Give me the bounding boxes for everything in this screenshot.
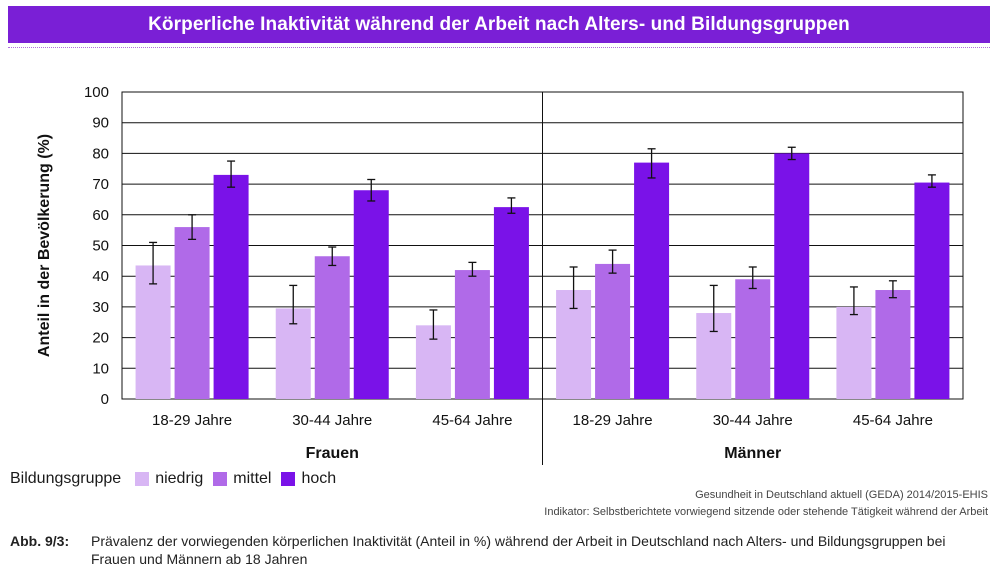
bar-frauen-45-64-jahre-hoch xyxy=(493,207,529,399)
x-tick-label: 30-44 Jahre xyxy=(292,412,372,429)
y-tick-label-90: 90 xyxy=(92,115,109,132)
legend-label-mittel: mittel xyxy=(233,470,272,487)
group-label-männer: Männer xyxy=(724,445,781,462)
source-line-2: Indikator: Selbstberichtete vorwiegend s… xyxy=(544,506,988,518)
bar-chart: 0 10 20 30 40 50 60 70 80 90 100 Anteil in der Bevö… xyxy=(36,84,964,465)
y-axis-title: Anteil in der Bevölkerung (%) xyxy=(36,134,53,357)
legend-label-niedrig: niedrig xyxy=(155,470,204,487)
y-tick-label-20: 20 xyxy=(92,330,109,347)
bar-männer-45-64-jahre-niedrig xyxy=(836,306,872,399)
y-tick-label-10: 10 xyxy=(92,360,109,377)
bar-frauen-30-44-jahre-hoch xyxy=(353,190,389,399)
group-label-frauen: Frauen xyxy=(306,445,359,462)
title-divider xyxy=(8,47,990,48)
y-tick-label-70: 70 xyxy=(92,176,109,193)
bar-frauen-18-29-jahre-hoch xyxy=(213,174,249,399)
bar-männer-45-64-jahre-mittel xyxy=(875,290,911,399)
x-tick-label: 30-44 Jahre xyxy=(713,412,793,429)
legend-title: Bildungsgruppe xyxy=(10,470,122,487)
bar-männer-30-44-jahre-hoch xyxy=(774,153,810,399)
legend-swatch-hoch xyxy=(281,472,296,486)
caption-label: Abb. 9/3: xyxy=(10,533,70,549)
y-tick-label-30: 30 xyxy=(92,299,109,316)
legend-item-niedrig: niedrig xyxy=(135,470,203,488)
y-tick-label-50: 50 xyxy=(92,238,109,255)
bar-männer-30-44-jahre-mittel xyxy=(735,279,771,399)
bar-frauen-18-29-jahre-mittel xyxy=(174,227,210,399)
legend: Bildungsgruppe niedrig mittel hoch xyxy=(10,470,346,488)
title-bar: Körperliche Inaktivität während der Arbe… xyxy=(8,6,990,43)
bar-männer-18-29-jahre-mittel xyxy=(595,263,631,399)
bar-frauen-45-64-jahre-mittel xyxy=(454,270,490,399)
chart-title: Körperliche Inaktivität während der Arbe… xyxy=(148,13,850,35)
source-line-1: Gesundheit in Deutschland aktuell (GEDA)… xyxy=(695,489,988,501)
x-tick-label: 18-29 Jahre xyxy=(573,412,653,429)
x-tick-label: 45-64 Jahre xyxy=(853,412,933,429)
x-tick-label: 45-64 Jahre xyxy=(432,412,512,429)
legend-item-mittel: mittel xyxy=(213,470,271,488)
legend-swatch-niedrig xyxy=(135,472,150,486)
caption-text: Prävalenz der vorwiegenden körperlichen … xyxy=(91,533,946,567)
legend-swatch-mittel xyxy=(213,472,228,486)
x-tick-label: 18-29 Jahre xyxy=(152,412,232,429)
bar-frauen-18-29-jahre-niedrig xyxy=(135,265,171,399)
y-tick-label-60: 60 xyxy=(92,207,109,224)
y-tick-label-0: 0 xyxy=(101,391,109,408)
legend-item-hoch: hoch xyxy=(281,470,336,488)
source-note: Gesundheit in Deutschland aktuell (GEDA)… xyxy=(544,487,988,521)
bar-männer-18-29-jahre-hoch xyxy=(634,162,670,399)
y-tick-label-80: 80 xyxy=(92,145,109,162)
bar-männer-45-64-jahre-hoch xyxy=(914,182,950,399)
bar-frauen-30-44-jahre-mittel xyxy=(314,256,350,399)
legend-label-hoch: hoch xyxy=(301,470,337,487)
y-tick-label-40: 40 xyxy=(92,268,109,285)
y-tick-label-100: 100 xyxy=(84,84,109,101)
